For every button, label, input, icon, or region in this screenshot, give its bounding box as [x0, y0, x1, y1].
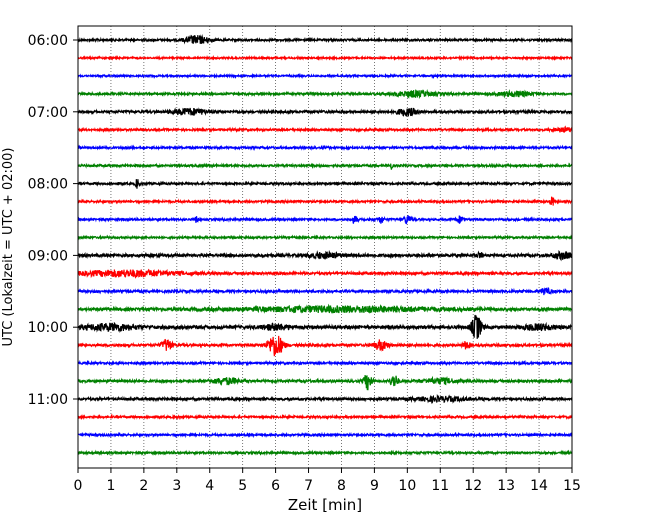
x-tick-label-9: 9: [370, 478, 379, 494]
y-axis-label: UTC (Lokalzeit = UTC + 02:00): [1, 148, 16, 347]
y-tick-label-0600: 06:00: [28, 33, 68, 49]
trace-1045: [77, 374, 573, 391]
x-tick-label-12: 12: [464, 478, 482, 494]
trace-0730: [77, 144, 573, 152]
trace-0630: [77, 72, 573, 80]
x-tick-label-10: 10: [398, 478, 416, 494]
trace-0700: [77, 107, 573, 117]
trace-0830: [77, 215, 573, 225]
y-tick-label-1000: 10:00: [28, 320, 68, 336]
trace-0815: [77, 196, 573, 206]
x-tick-label-15: 15: [563, 478, 581, 494]
trace-0645: [77, 88, 573, 100]
trace-1100: [77, 393, 573, 405]
y-tick-label-0700: 07:00: [28, 105, 68, 121]
x-tick-label-8: 8: [337, 478, 346, 494]
trace-1000: [77, 314, 573, 339]
x-tick-label-1: 1: [106, 478, 115, 494]
x-tick-label-13: 13: [497, 478, 515, 494]
x-tick-label-5: 5: [238, 478, 247, 494]
trace-0745: [77, 162, 573, 170]
x-tick-label-7: 7: [304, 478, 313, 494]
seismic-traces: [77, 33, 573, 457]
trace-0800: [77, 179, 573, 189]
trace-1015: [77, 335, 573, 357]
trace-1115: [77, 413, 573, 421]
trace-0715: [77, 125, 573, 134]
trace-1030: [77, 359, 573, 367]
trace-1130: [77, 431, 573, 439]
trace-0915: [77, 268, 573, 279]
y-tick-label-1100: 11:00: [28, 392, 68, 408]
x-tick-label-2: 2: [139, 478, 148, 494]
x-tick-label-4: 4: [205, 478, 214, 494]
x-tick-label-6: 6: [271, 478, 280, 494]
x-axis-ticks: 0 1 2 3 4 5 6 7 8 9 10 11 12 13 14 15: [74, 468, 581, 494]
x-tick-label-14: 14: [530, 478, 548, 494]
x-tick-label-0: 0: [74, 478, 83, 494]
trace-0615: [77, 54, 573, 62]
plot-frame: [77, 25, 573, 469]
trace-0930: [77, 287, 573, 296]
x-tick-label-3: 3: [172, 478, 181, 494]
x-tick-label-11: 11: [431, 478, 449, 494]
trace-0845: [77, 234, 573, 241]
x-axis-label: Zeit [min]: [288, 496, 362, 514]
y-tick-label-0800: 08:00: [28, 177, 68, 193]
y-axis-ticks: 06:00 07:00 08:00 09:00 10:00 11:00: [28, 33, 78, 408]
trace-0900: [77, 249, 573, 262]
trace-1145: [77, 449, 573, 457]
y-tick-label-0900: 09:00: [28, 248, 68, 264]
trace-0600: [77, 33, 573, 45]
trace-0945: [77, 303, 573, 315]
